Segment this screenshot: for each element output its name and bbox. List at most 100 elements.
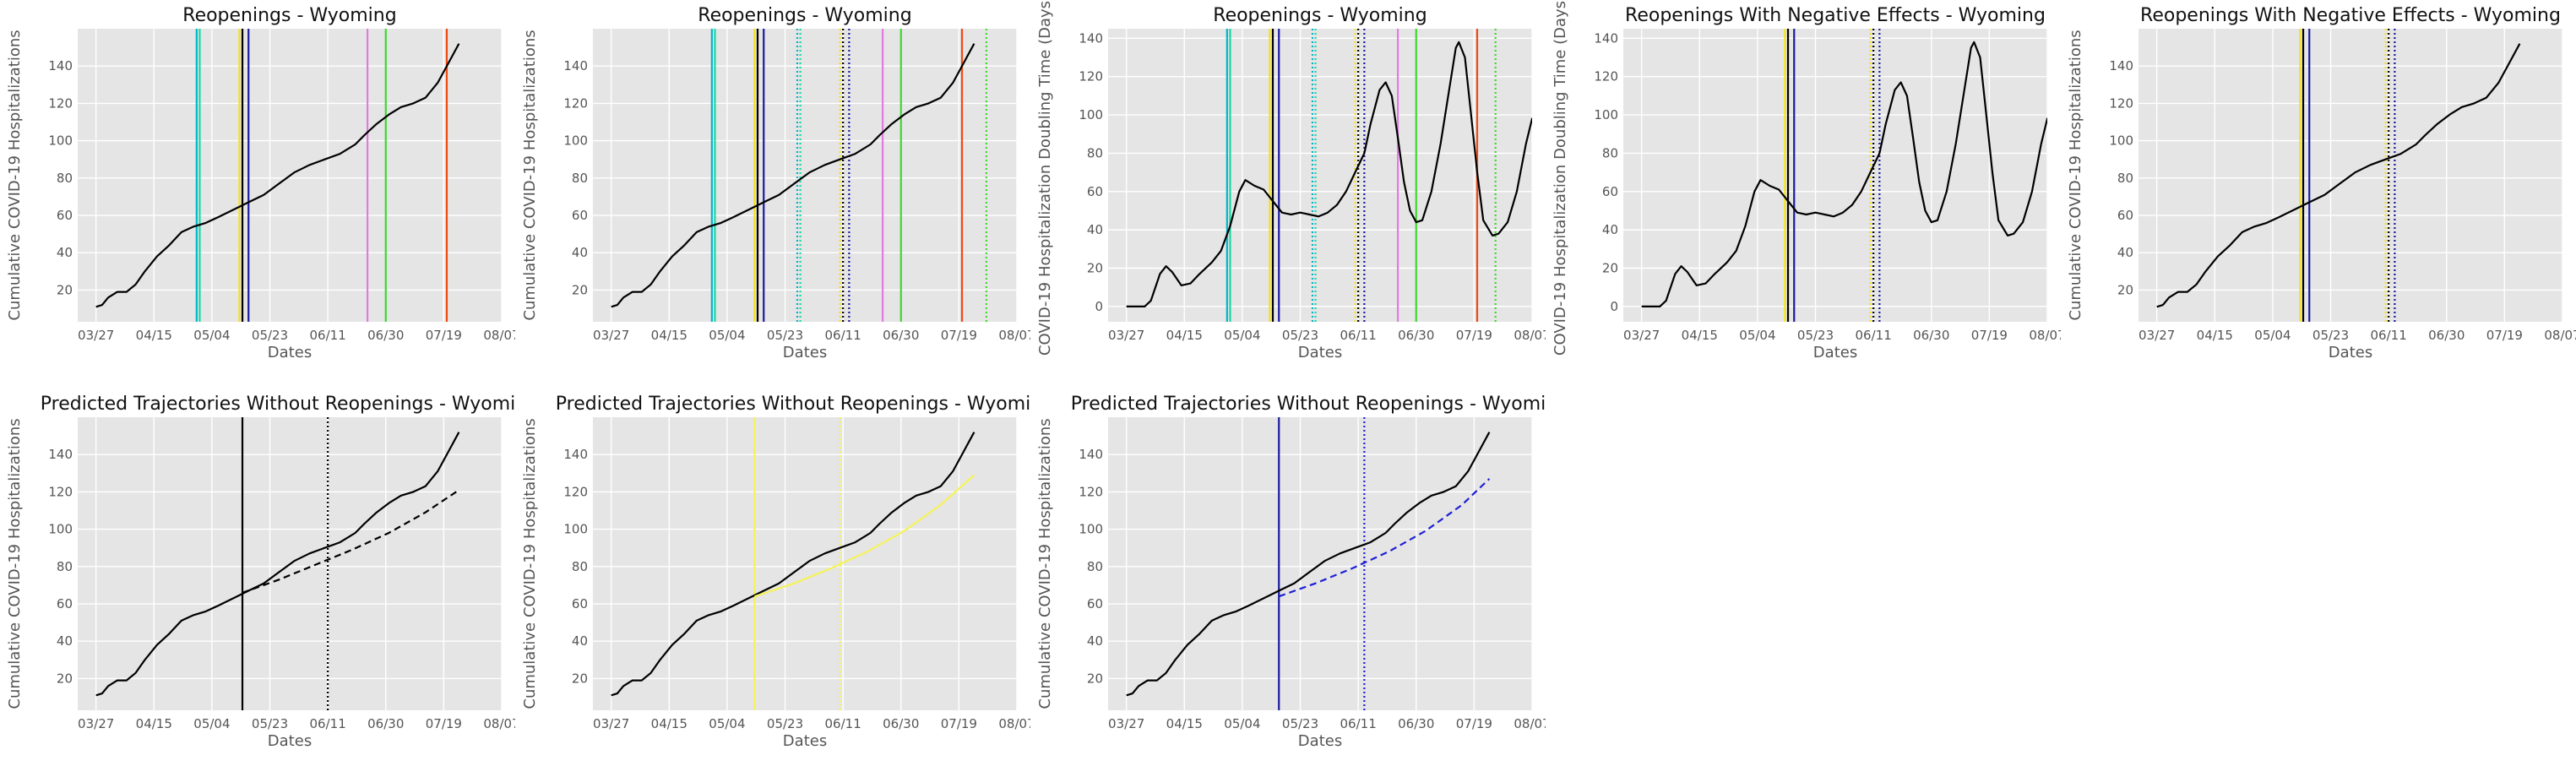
chart-title: Reopenings With Negative Effects - Wyomi…	[1625, 5, 2046, 26]
x-tick-label-1: 04/15	[1682, 328, 1718, 343]
x-tick-label-2: 05/04	[193, 716, 230, 731]
x-tick-label-6: 07/19	[1971, 328, 2008, 343]
y-tick-label-5: 120	[563, 484, 588, 499]
y-tick-label-2: 60	[572, 208, 588, 223]
series-line-0	[2156, 43, 2521, 308]
x-tick-label-0: 03/27	[1623, 328, 1660, 343]
y-tick-label-5: 120	[48, 484, 73, 499]
y-axis-label: Cumulative COVID-19 Hospitalizations	[6, 30, 24, 320]
y-tick-label-5: 100	[1079, 107, 1103, 122]
y-tick-label-6: 140	[563, 58, 588, 73]
x-tick-label-4: 06/11	[310, 328, 346, 343]
x-tick-label-4: 06/11	[1856, 328, 1892, 343]
x-tick-label-0: 03/27	[1108, 716, 1144, 731]
series-line-0	[1126, 41, 1532, 307]
series-line-0	[95, 432, 460, 697]
series-line-0	[1126, 432, 1491, 697]
plot-content	[2156, 29, 2521, 322]
y-tick-label-1: 40	[572, 245, 588, 260]
x-axis-label: Dates	[268, 732, 312, 750]
y-axis-label: COVID-19 Hospitalization Doubling Time (…	[1036, 0, 1054, 356]
y-tick-label-5: 120	[48, 95, 73, 111]
x-tick-label-2: 05/04	[193, 328, 230, 343]
x-tick-label-6: 07/19	[1456, 716, 1492, 731]
x-tick-label-7: 08/07	[1514, 716, 1546, 731]
chart-title: Predicted Trajectories Without Reopening…	[1071, 394, 1546, 415]
chart-title: Reopenings - Wyoming	[182, 5, 396, 26]
y-tick-label-5: 120	[563, 95, 588, 111]
x-tick-label-2: 05/04	[1224, 716, 1260, 731]
x-tick-label-5: 06/30	[883, 328, 919, 343]
y-tick-label-3: 60	[1602, 184, 1618, 199]
y-tick-label-5: 120	[1079, 484, 1103, 499]
x-tick-label-2: 05/04	[2254, 328, 2291, 343]
plot-content	[1126, 417, 1491, 710]
y-tick-label-0: 20	[2117, 282, 2133, 297]
y-tick-label-3: 80	[57, 171, 73, 186]
x-tick-label-4: 06/11	[310, 716, 346, 731]
chart-title: Reopenings - Wyoming	[1213, 5, 1427, 26]
chart-svg-8: 03/27 04/15 05/04 05/23 06/11 06/30 07/19 08/07…	[1036, 394, 1546, 750]
chart-panel-5: 03/27 04/15 05/04 05/23 06/11 06/30 07/19 08/07…	[2061, 0, 2576, 388]
x-tick-label-3: 05/23	[1282, 328, 1318, 343]
x-axis-label: Dates	[1298, 344, 1342, 361]
x-tick-label-0: 03/27	[78, 716, 114, 731]
x-tick-label-6: 07/19	[2486, 328, 2523, 343]
chart-panel-1: 03/27 04/15 05/04 05/23 06/11 06/30 07/19 08/07…	[0, 0, 515, 388]
chart-svg-4: 03/27 04/15 05/04 05/23 06/11 06/30 07/19 08/07…	[1552, 0, 2061, 361]
chart-panel-2: 03/27 04/15 05/04 05/23 06/11 06/30 07/19 08/07…	[515, 0, 1030, 388]
series-line-1	[1278, 478, 1491, 598]
chart-panel-3: 03/27 04/15 05/04 05/23 06/11 06/30 07/19 08/07…	[1030, 0, 1546, 388]
x-tick-label-1: 04/15	[651, 716, 687, 731]
y-tick-label-5: 100	[1594, 107, 1618, 122]
y-tick-label-6: 140	[1079, 447, 1103, 462]
y-tick-label-1: 20	[1602, 260, 1618, 275]
chart-title: Reopenings - Wyoming	[698, 5, 911, 26]
x-axis-label: Dates	[1298, 732, 1342, 750]
chart-panel-6: 03/27 04/15 05/04 05/23 06/11 06/30 07/19 08/07…	[0, 388, 515, 777]
y-axis-label: Cumulative COVID-19 Hospitalizations	[6, 418, 24, 709]
x-tick-label-0: 03/27	[593, 716, 629, 731]
y-tick-label-7: 140	[1079, 30, 1103, 46]
y-tick-label-2: 60	[2117, 208, 2133, 223]
x-tick-label-6: 07/19	[426, 716, 462, 731]
x-axis-label: Dates	[783, 732, 827, 750]
x-tick-label-6: 07/19	[426, 328, 462, 343]
plot-area	[1623, 29, 2047, 322]
x-tick-label-3: 05/23	[252, 328, 288, 343]
x-tick-label-7: 08/07	[998, 328, 1030, 343]
y-tick-label-1: 40	[2117, 245, 2133, 260]
x-tick-label-5: 06/30	[1913, 328, 1949, 343]
x-axis-label: Dates	[1813, 344, 1857, 361]
y-tick-label-5: 120	[2109, 95, 2133, 111]
y-tick-label-1: 40	[1087, 633, 1103, 649]
plot-content	[1126, 29, 1532, 322]
y-tick-label-4: 80	[1602, 145, 1618, 160]
y-tick-label-1: 20	[1087, 260, 1103, 275]
y-tick-label-0: 0	[1095, 299, 1103, 314]
plot-content	[611, 29, 987, 322]
series-line-1	[242, 489, 460, 594]
y-tick-label-4: 80	[1087, 145, 1103, 160]
x-tick-label-3: 05/23	[2312, 328, 2349, 343]
x-tick-label-7: 08/07	[483, 716, 515, 731]
x-tick-label-2: 05/04	[709, 328, 745, 343]
y-tick-label-0: 20	[572, 282, 588, 297]
y-axis-label: Cumulative COVID-19 Hospitalizations	[521, 30, 539, 320]
chart-title: Predicted Trajectories Without Reopening…	[556, 394, 1030, 415]
x-tick-label-2: 05/04	[709, 716, 745, 731]
chart-title: Reopenings With Negative Effects - Wyomi…	[2140, 5, 2561, 26]
y-tick-label-4: 100	[48, 522, 73, 537]
x-tick-label-0: 03/27	[593, 328, 629, 343]
chart-svg-2: 03/27 04/15 05/04 05/23 06/11 06/30 07/19 08/07…	[521, 5, 1030, 361]
x-tick-label-7: 08/07	[2029, 328, 2061, 343]
y-tick-label-2: 60	[1087, 596, 1103, 611]
chart-title: Predicted Trajectories Without Reopening…	[41, 394, 515, 415]
y-tick-label-0: 20	[57, 671, 73, 686]
chart-panel-4: 03/27 04/15 05/04 05/23 06/11 06/30 07/19 08/07…	[1546, 0, 2061, 388]
chart-svg-5: 03/27 04/15 05/04 05/23 06/11 06/30 07/19 08/07…	[2067, 5, 2576, 361]
y-tick-label-1: 40	[57, 633, 73, 649]
chart-panel-8: 03/27 04/15 05/04 05/23 06/11 06/30 07/19 08/07…	[1030, 388, 1546, 777]
x-tick-label-7: 08/07	[2544, 328, 2576, 343]
x-tick-label-7: 08/07	[483, 328, 515, 343]
